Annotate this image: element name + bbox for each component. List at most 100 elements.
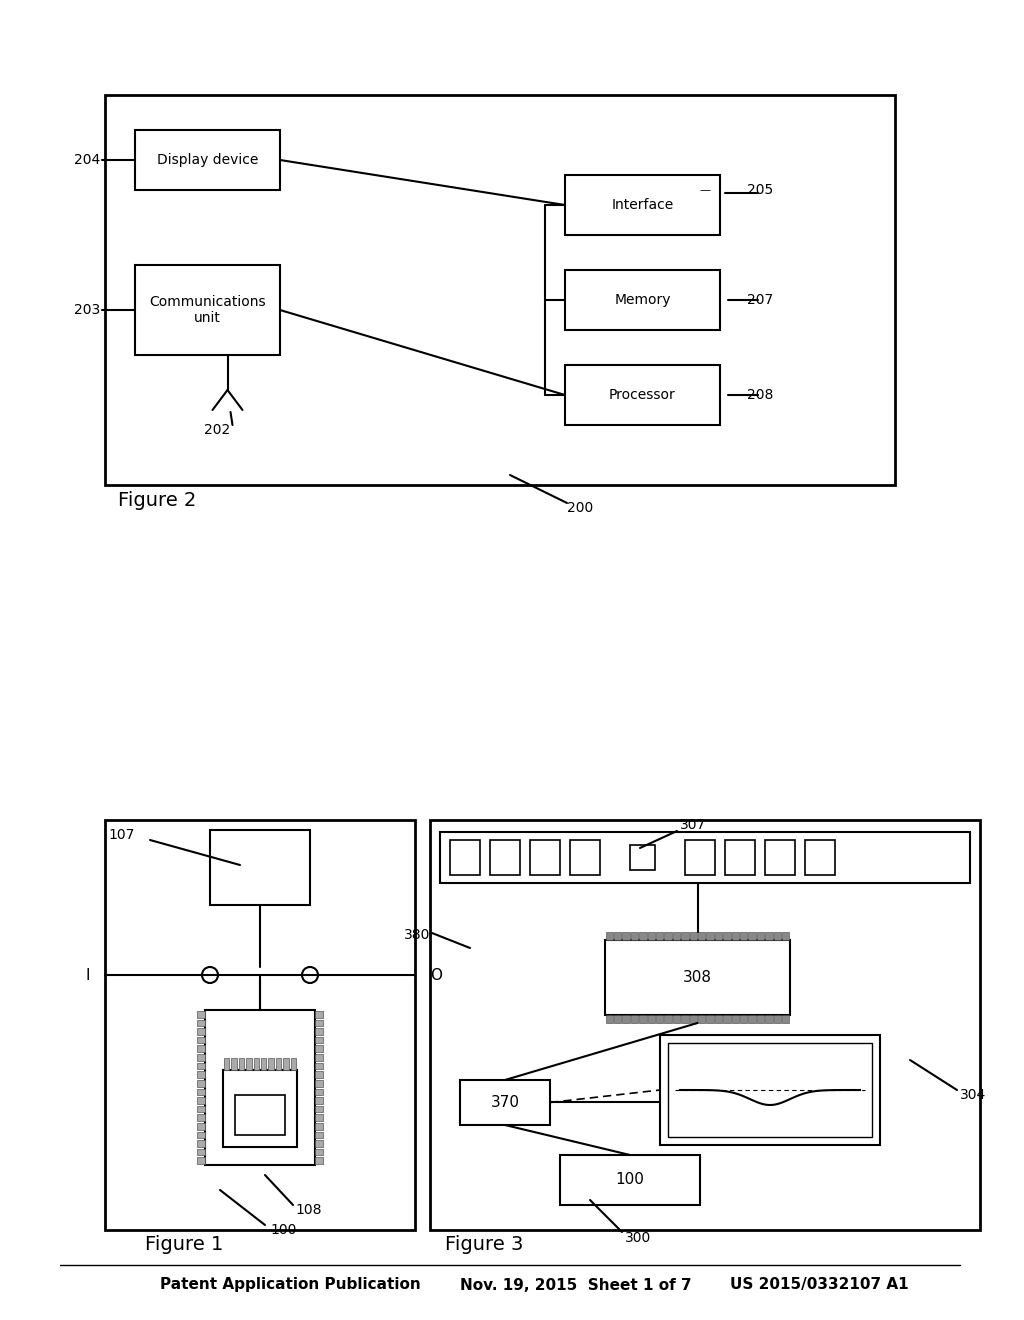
Bar xyxy=(315,1089,323,1096)
Bar xyxy=(197,1106,205,1113)
Text: 308: 308 xyxy=(683,970,712,985)
Text: 207: 207 xyxy=(746,293,773,308)
Bar xyxy=(757,932,764,940)
Bar xyxy=(197,1011,205,1018)
Bar xyxy=(647,932,655,940)
Bar xyxy=(268,1059,273,1071)
Bar xyxy=(731,932,739,940)
Bar xyxy=(197,1148,205,1155)
Circle shape xyxy=(302,968,318,983)
Bar xyxy=(723,932,731,940)
Bar xyxy=(197,1072,205,1078)
Bar xyxy=(685,840,715,875)
Bar xyxy=(723,1015,731,1023)
Bar xyxy=(197,1080,205,1086)
Bar xyxy=(490,840,520,875)
Bar xyxy=(647,1015,655,1023)
Bar xyxy=(239,1059,244,1071)
Bar xyxy=(315,1148,323,1155)
Bar xyxy=(689,1015,697,1023)
Text: Nov. 19, 2015  Sheet 1 of 7: Nov. 19, 2015 Sheet 1 of 7 xyxy=(460,1278,691,1292)
Text: 304: 304 xyxy=(961,1088,986,1102)
Text: Figure 1: Figure 1 xyxy=(145,1236,223,1254)
Bar xyxy=(765,1015,773,1023)
Bar xyxy=(623,932,630,940)
Bar xyxy=(782,1015,790,1023)
Text: 204: 204 xyxy=(74,153,100,168)
Bar xyxy=(440,832,970,883)
Bar xyxy=(197,1140,205,1147)
Bar xyxy=(197,1036,205,1043)
Bar xyxy=(223,1071,297,1147)
Text: Processor: Processor xyxy=(609,388,676,403)
Bar xyxy=(197,1055,205,1061)
Text: 108: 108 xyxy=(295,1203,322,1217)
Text: 370: 370 xyxy=(490,1096,519,1110)
Bar xyxy=(315,1063,323,1069)
Text: 307: 307 xyxy=(680,818,707,832)
Bar xyxy=(656,932,664,940)
Text: 100: 100 xyxy=(270,1224,296,1237)
Text: Figure 2: Figure 2 xyxy=(118,491,197,510)
Bar xyxy=(774,932,781,940)
Bar xyxy=(315,1072,323,1078)
Text: 100: 100 xyxy=(615,1172,644,1188)
Bar xyxy=(565,366,720,425)
Bar xyxy=(707,932,714,940)
Text: Communications
unit: Communications unit xyxy=(150,294,266,325)
Text: US 2015/0332107 A1: US 2015/0332107 A1 xyxy=(730,1278,908,1292)
Bar xyxy=(765,932,773,940)
Bar xyxy=(673,1015,680,1023)
Bar xyxy=(315,1158,323,1164)
Bar xyxy=(275,1059,282,1071)
Bar xyxy=(740,932,748,940)
Bar xyxy=(315,1011,323,1018)
Bar xyxy=(315,1028,323,1035)
Bar xyxy=(560,1155,700,1205)
Bar xyxy=(315,1123,323,1130)
Text: Interface: Interface xyxy=(611,198,674,213)
Bar xyxy=(315,1131,323,1138)
Bar xyxy=(765,840,795,875)
Bar xyxy=(668,1043,872,1137)
Bar xyxy=(291,1059,296,1071)
Bar xyxy=(715,1015,722,1023)
Text: Display device: Display device xyxy=(157,153,258,168)
Bar xyxy=(530,840,560,875)
Text: Figure 3: Figure 3 xyxy=(445,1236,523,1254)
Bar xyxy=(450,840,480,875)
Bar xyxy=(197,1045,205,1052)
Bar xyxy=(623,1015,630,1023)
Bar xyxy=(725,840,755,875)
Text: —: — xyxy=(699,185,711,195)
Bar xyxy=(315,1036,323,1043)
Bar xyxy=(234,1096,285,1135)
Text: Memory: Memory xyxy=(614,293,671,308)
Bar xyxy=(805,840,835,875)
Bar xyxy=(315,1097,323,1104)
Bar xyxy=(246,1059,252,1071)
Bar xyxy=(315,1080,323,1086)
Text: 205: 205 xyxy=(746,183,773,197)
Bar xyxy=(197,1028,205,1035)
Bar xyxy=(197,1158,205,1164)
Bar xyxy=(639,1015,646,1023)
Bar xyxy=(254,1059,259,1071)
Bar xyxy=(639,932,646,940)
Bar xyxy=(605,940,790,1015)
Text: 380: 380 xyxy=(403,928,430,942)
Text: 203: 203 xyxy=(74,304,100,317)
Bar xyxy=(565,176,720,235)
Bar xyxy=(105,95,895,484)
Bar xyxy=(315,1140,323,1147)
Bar xyxy=(782,932,790,940)
Bar xyxy=(774,1015,781,1023)
Bar xyxy=(665,932,672,940)
Bar xyxy=(673,932,680,940)
Bar xyxy=(698,1015,706,1023)
Bar xyxy=(656,1015,664,1023)
Bar xyxy=(135,129,280,190)
Bar xyxy=(197,1097,205,1104)
Bar xyxy=(614,1015,622,1023)
Bar xyxy=(261,1059,266,1071)
